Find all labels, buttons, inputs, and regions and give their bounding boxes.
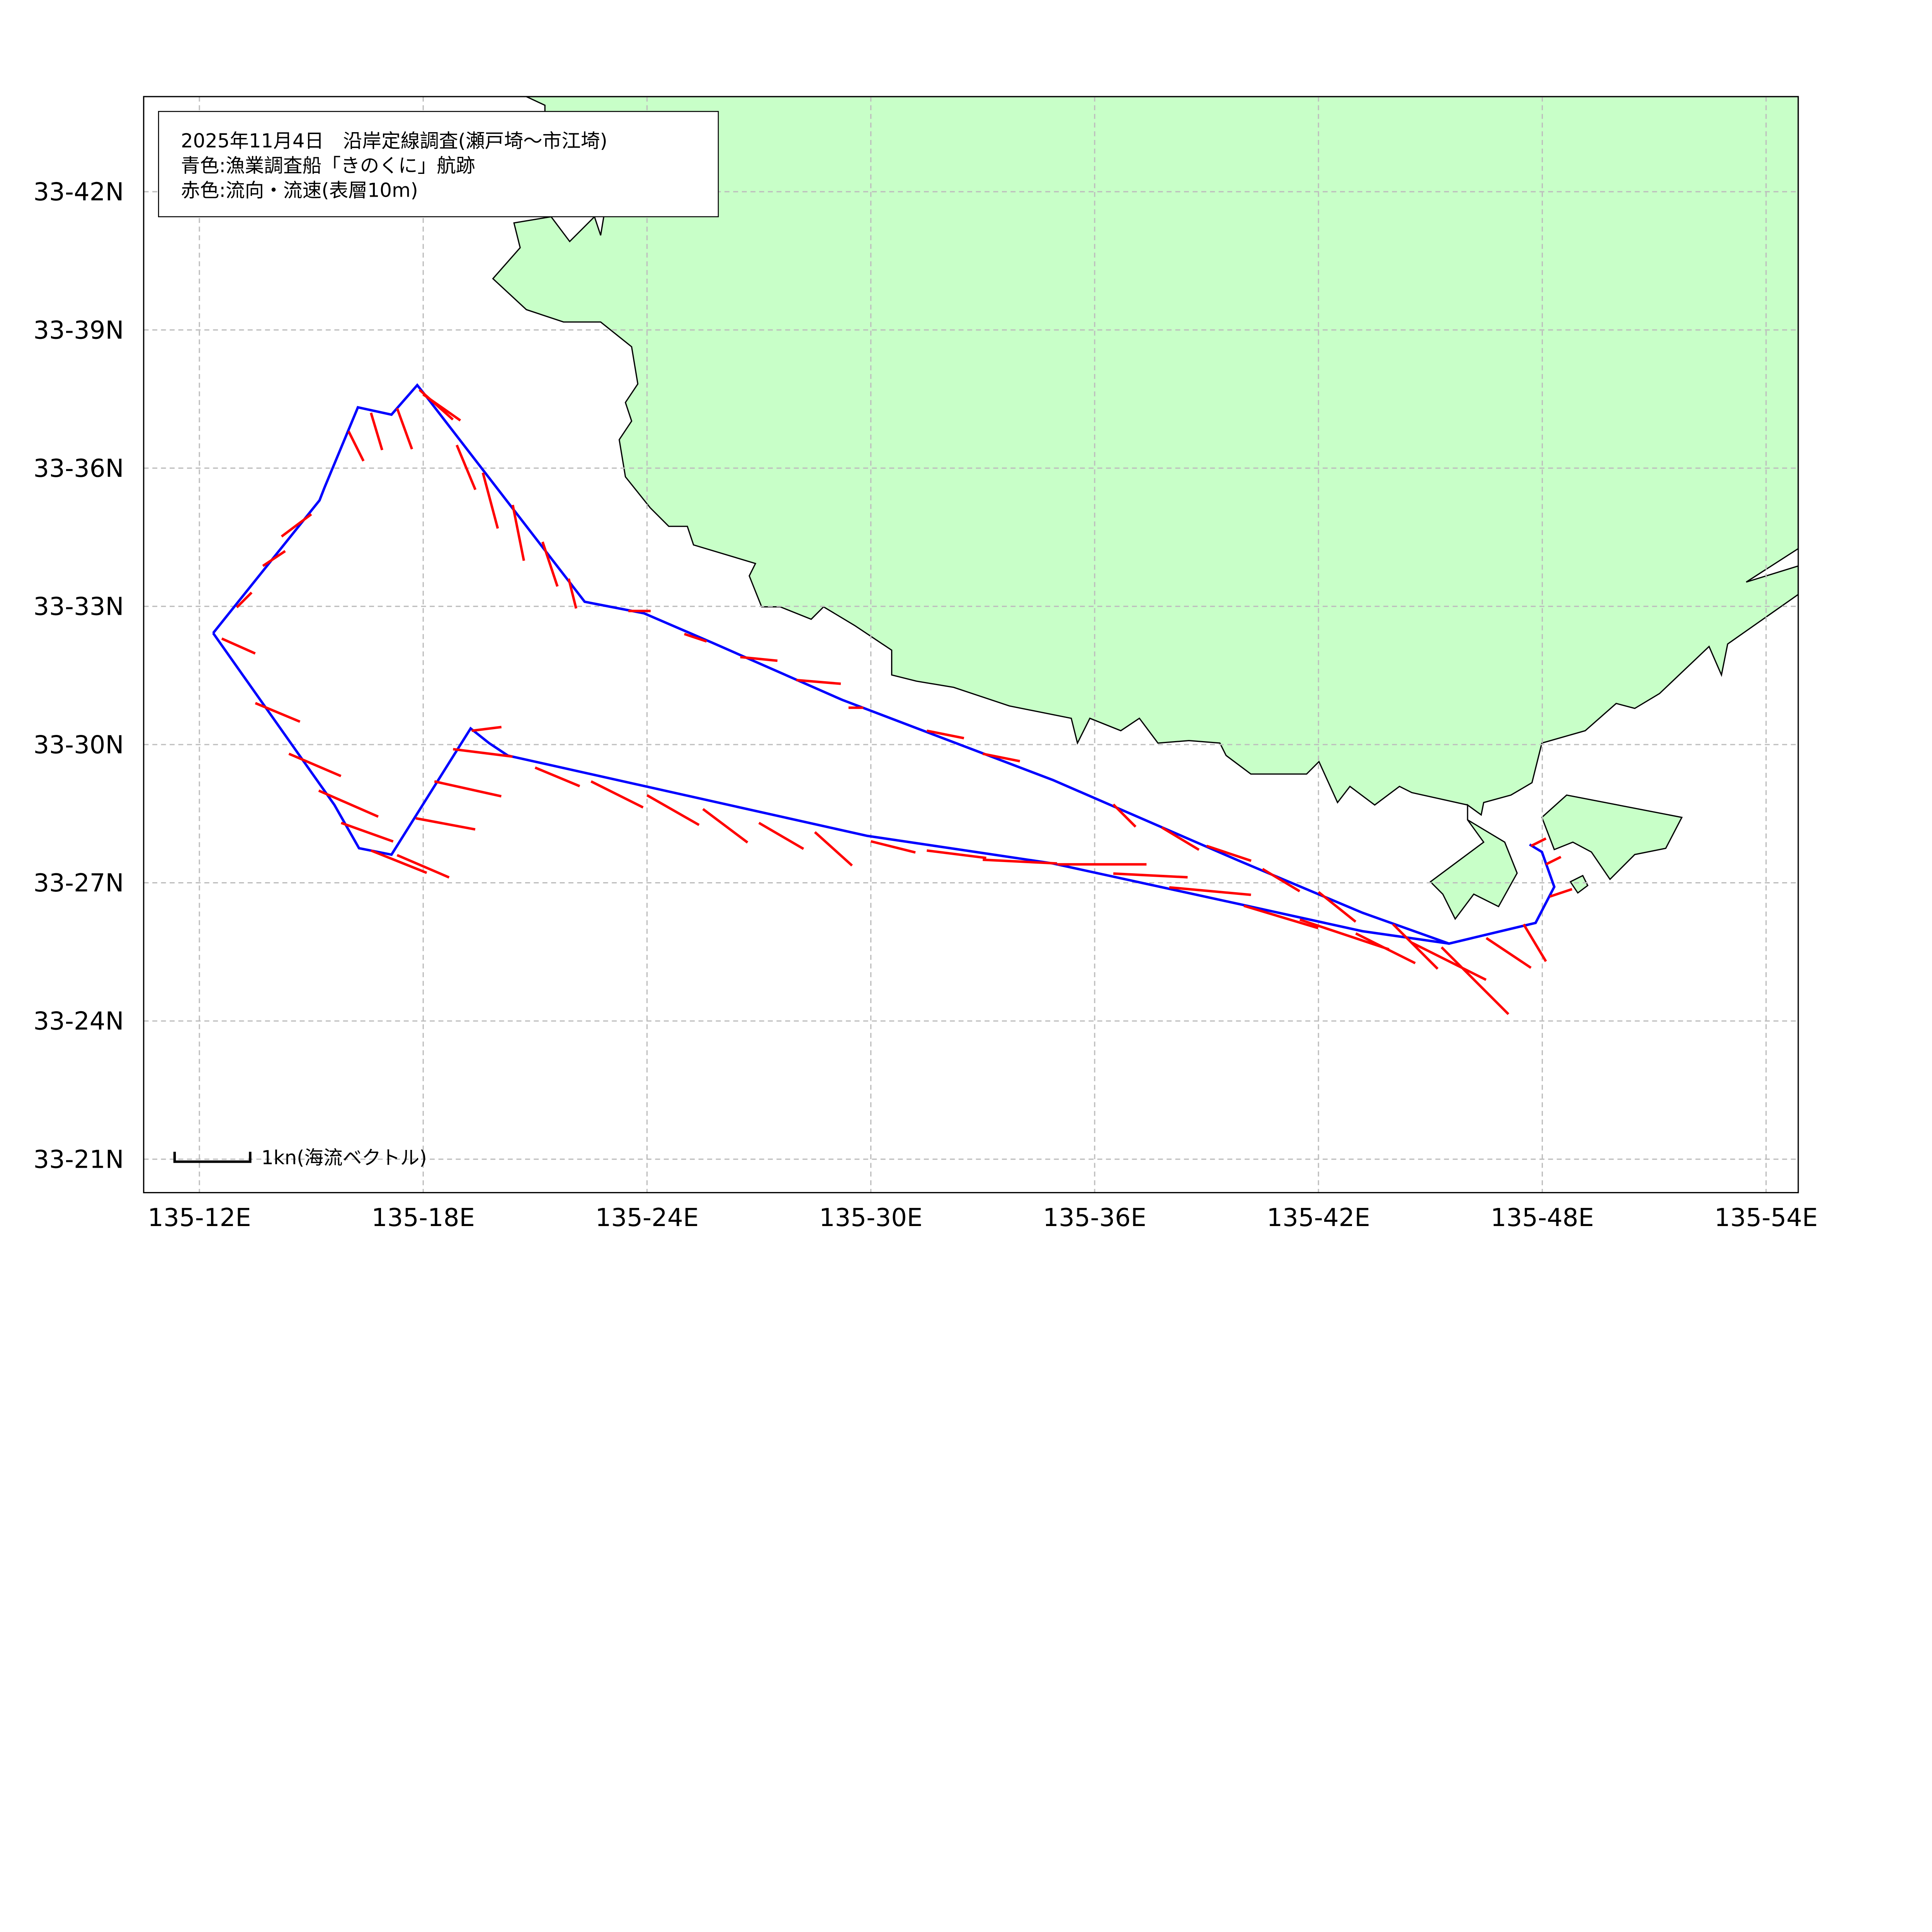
legend-track: 青色:漁業調査船「きのくに」航跡 <box>181 155 475 177</box>
current-vector <box>340 821 394 843</box>
current-vector <box>1485 937 1532 969</box>
current-vector <box>590 780 644 809</box>
current-vector <box>870 840 916 854</box>
current-vector <box>396 854 450 879</box>
lat-tick-label: 33-24N <box>33 1007 124 1036</box>
lat-tick-label: 33-36N <box>33 454 124 483</box>
current-vector <box>347 430 365 462</box>
current-vector <box>983 858 1057 865</box>
land-island <box>1541 794 1683 881</box>
current-vector <box>1522 923 1547 962</box>
land-mainland <box>492 96 1798 920</box>
current-vector <box>422 393 461 422</box>
lon-tick-label: 135-48E <box>1491 1204 1594 1232</box>
ship-track-lower <box>212 632 1449 945</box>
plot-frame <box>143 96 1799 1194</box>
lon-tick-label: 135-42E <box>1267 1204 1370 1232</box>
current-vector <box>982 752 1020 763</box>
current-vector <box>1299 918 1389 951</box>
current-vector <box>1392 923 1439 970</box>
current-vector <box>1161 826 1200 851</box>
current-vector <box>541 541 559 587</box>
current-vector <box>255 702 301 723</box>
scale-bar: 1kn(海流ベクトル) <box>173 1146 427 1169</box>
lon-tick-label: 135-36E <box>1043 1204 1146 1232</box>
current-vector <box>1112 803 1137 828</box>
current-vector <box>288 752 342 777</box>
lon-tick-label: 135-30E <box>819 1204 923 1232</box>
current-vector <box>1206 845 1252 862</box>
lon-tick-label: 135-18E <box>371 1204 475 1232</box>
lat-tick-label: 33-42N <box>33 178 124 207</box>
current-vector <box>396 408 413 450</box>
current-vector <box>1318 891 1357 923</box>
current-vector <box>1243 905 1319 929</box>
lon-tick-label: 135-12E <box>148 1204 251 1232</box>
current-vector <box>1169 886 1251 896</box>
current-vector <box>511 505 525 561</box>
current-vector <box>221 637 256 655</box>
scale-label: 1kn(海流ベクトル) <box>261 1146 427 1169</box>
current-vector <box>702 808 748 844</box>
lat-tick-label: 33-39N <box>33 316 124 345</box>
current-vector <box>236 592 253 609</box>
legend-vector: 赤色:流向・流速(表層10m) <box>181 179 418 202</box>
current-vector <box>262 550 286 567</box>
current-vector <box>1411 941 1487 981</box>
current-vector <box>758 821 804 850</box>
current-vector <box>370 849 427 874</box>
current-vector <box>456 444 477 490</box>
current-vector <box>1531 837 1547 847</box>
current-vector <box>453 748 513 758</box>
ship-track-upper <box>212 383 1556 945</box>
lat-tick-label: 33-30N <box>33 731 124 759</box>
current-vector <box>1355 932 1416 964</box>
current-vector <box>646 794 700 826</box>
current-vector <box>434 780 502 798</box>
lon-tick-label: 135-24E <box>595 1204 699 1232</box>
lat-tick-label: 33-33N <box>33 593 124 621</box>
lat-tick-label: 33-21N <box>33 1145 124 1174</box>
legend-title: 2025年11月4日 沿岸定線調査(瀬戸埼～市江埼) <box>181 129 607 152</box>
current-vector <box>481 472 499 529</box>
lat-tick-label: 33-27N <box>33 869 124 898</box>
legend-box: 2025年11月4日 沿岸定線調査(瀬戸埼～市江埼) 青色:漁業調査船「きのくに… <box>158 111 719 218</box>
current-vector <box>1113 872 1188 879</box>
current-vector-map: 135-12E 135-18E 135-24E 135-30E 135-36E 135-4… <box>33 96 1818 1232</box>
current-vector <box>740 656 778 662</box>
current-vector <box>1549 888 1573 898</box>
current-vector <box>534 766 580 787</box>
current-vector <box>318 789 379 818</box>
lon-tick-label: 135-54E <box>1714 1204 1818 1232</box>
current-vector <box>567 578 578 609</box>
current-vector <box>1262 868 1301 893</box>
current-vector <box>370 412 384 451</box>
current-vector <box>1440 946 1510 1015</box>
current-vector <box>796 679 841 685</box>
current-vector <box>415 817 476 831</box>
land-islet <box>1569 874 1588 894</box>
current-vector <box>927 849 986 859</box>
current-vector <box>471 726 502 732</box>
current-vector <box>1545 855 1561 866</box>
current-vector <box>281 513 312 538</box>
current-vector <box>684 633 707 643</box>
grid-lines <box>143 96 1798 1193</box>
scale-bar-1kn <box>173 1151 252 1163</box>
current-vector <box>814 831 853 867</box>
current-vector <box>926 730 964 740</box>
